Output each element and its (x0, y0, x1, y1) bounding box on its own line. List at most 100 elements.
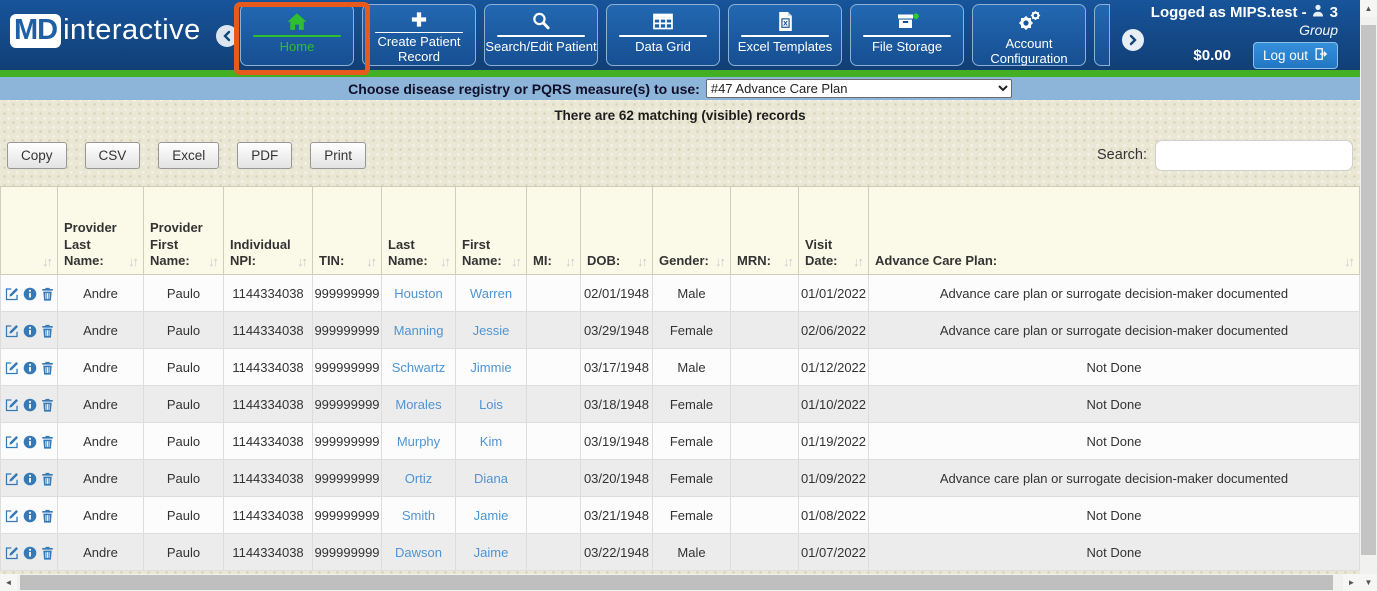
scroll-down-icon[interactable]: ▼ (1360, 574, 1377, 591)
info-icon[interactable] (23, 472, 37, 486)
sort-icon[interactable]: ↓↑ (297, 254, 308, 269)
edit-icon[interactable] (5, 287, 19, 301)
last-name-cell-link[interactable]: Dawson (395, 544, 442, 560)
print-button[interactable]: Print (310, 141, 367, 169)
horizontal-scrollbar[interactable]: ◄ ► (0, 574, 1360, 591)
first-name-cell-link[interactable]: Kim (479, 433, 503, 449)
sort-icon[interactable]: ↓↑ (637, 254, 648, 269)
edit-icon[interactable] (5, 472, 19, 486)
delete-icon[interactable] (41, 361, 54, 375)
col-header-mi[interactable]: MI: ↓↑ (526, 186, 581, 275)
nav-scroll-left-icon[interactable] (216, 25, 238, 47)
first-name-cell: Jimmie (455, 348, 527, 386)
sort-icon[interactable]: ↓↑ (853, 254, 864, 269)
first-name-cell-link[interactable]: Jessie (472, 322, 510, 338)
pdf-button[interactable]: PDF (237, 141, 293, 169)
col-header-dob[interactable]: DOB: ↓↑ (580, 186, 653, 275)
nav-item-excel-templates[interactable]: x Excel Templates (728, 4, 842, 66)
provider-first-name-cell: Paulo (143, 533, 224, 571)
col-header-provider-last-name[interactable]: Provider Last Name: ↓↑ (57, 186, 144, 275)
sort-icon[interactable]: ↓↑ (715, 254, 726, 269)
info-icon[interactable] (23, 546, 37, 560)
info-icon[interactable] (23, 361, 37, 375)
info-icon[interactable] (23, 398, 37, 412)
info-icon[interactable] (23, 509, 37, 523)
sort-icon[interactable]: ↓↑ (128, 254, 139, 269)
sort-icon[interactable]: ↓↑ (208, 254, 219, 269)
col-header-visit-date[interactable]: Visit Date: ↓↑ (798, 186, 869, 275)
vertical-scrollbar[interactable]: ▲ ▼ (1360, 0, 1377, 591)
nav-item-file-storage[interactable]: File Storage (850, 4, 964, 66)
last-name-cell-link[interactable]: Morales (395, 396, 442, 412)
last-name-cell-link[interactable]: Murphy (396, 433, 441, 449)
edit-icon[interactable] (5, 435, 19, 449)
last-name-cell-link[interactable]: Schwartz (391, 359, 446, 375)
first-name-cell-link[interactable]: Lois (479, 396, 503, 412)
scroll-right-icon[interactable]: ► (1343, 574, 1360, 591)
individual-npi-cell: 1144334038 (223, 385, 313, 423)
first-name-cell-link[interactable]: Warren (469, 285, 513, 301)
search-input[interactable] (1155, 139, 1353, 171)
last-name-cell-link[interactable]: Houston (394, 285, 443, 301)
delete-icon[interactable] (41, 509, 54, 523)
col-header-actions[interactable]: ↓↑ (0, 186, 58, 275)
col-header-advance-care-plan[interactable]: Advance Care Plan: ↓↑ (868, 186, 1360, 275)
last-name-cell-link[interactable]: Smith (401, 507, 436, 523)
first-name-cell-link[interactable]: Diana (474, 470, 508, 486)
delete-icon[interactable] (41, 398, 54, 412)
nav-item-account-configuration[interactable]: Account Configuration (972, 4, 1086, 66)
col-header-last-name[interactable]: Last Name: ↓↑ (381, 186, 456, 275)
last-name-cell-link[interactable]: Manning (393, 322, 444, 338)
brand-logo[interactable]: MD interactive (10, 14, 201, 48)
delete-icon[interactable] (41, 287, 54, 301)
nav-item-data-grid[interactable]: Data Grid (606, 4, 720, 66)
first-name-cell-link[interactable]: Jaime (473, 544, 509, 560)
delete-icon[interactable] (41, 324, 54, 338)
sort-icon[interactable]: ↓↑ (42, 254, 53, 269)
group-users-icon[interactable] (1311, 4, 1326, 21)
delete-icon[interactable] (41, 546, 54, 560)
provider-first-name-cell: Paulo (143, 311, 224, 349)
nav-item-search-edit-patient[interactable]: Search/Edit Patient (484, 4, 598, 66)
col-header-provider-first-name[interactable]: Provider First Name: ↓↑ (143, 186, 224, 275)
nav-item-create-patient-record[interactable]: Create Patient Record (362, 4, 476, 66)
sort-icon[interactable]: ↓↑ (511, 254, 522, 269)
col-header-tin[interactable]: TIN: ↓↑ (312, 186, 382, 275)
sort-icon[interactable]: ↓↑ (783, 254, 794, 269)
edit-icon[interactable] (5, 546, 19, 560)
scroll-left-icon[interactable]: ◄ (0, 574, 17, 591)
provider-last-name-cell: Andre (57, 274, 144, 312)
edit-icon[interactable] (5, 324, 19, 338)
vertical-scrollbar-thumb[interactable] (1361, 25, 1376, 555)
delete-icon[interactable] (41, 435, 54, 449)
nav-scroll-right-icon[interactable] (1122, 29, 1144, 51)
first-name-cell-link[interactable]: Jamie (473, 507, 509, 523)
edit-icon[interactable] (5, 361, 19, 375)
col-header-mrn[interactable]: MRN: ↓↑ (730, 186, 799, 275)
horizontal-scrollbar-thumb[interactable] (20, 575, 1333, 590)
mi-cell (526, 348, 581, 386)
first-name-cell-link[interactable]: Jimmie (470, 359, 512, 375)
account-balance[interactable]: $0.00 (1193, 47, 1231, 64)
delete-icon[interactable] (41, 472, 54, 486)
copy-button[interactable]: Copy (7, 141, 67, 169)
sort-icon[interactable]: ↓↑ (440, 254, 451, 269)
nav-item-home[interactable]: Home (240, 4, 354, 66)
edit-icon[interactable] (5, 509, 19, 523)
last-name-cell-link[interactable]: Ortiz (404, 470, 433, 486)
info-icon[interactable] (23, 324, 37, 338)
col-header-first-name[interactable]: First Name: ↓↑ (455, 186, 527, 275)
sort-icon[interactable]: ↓↑ (366, 254, 377, 269)
measure-select[interactable]: #47 Advance Care Plan (705, 79, 1012, 98)
col-header-individual-npi[interactable]: Individual NPI: ↓↑ (223, 186, 313, 275)
sort-icon[interactable]: ↓↑ (1344, 254, 1355, 269)
info-icon[interactable] (23, 287, 37, 301)
edit-icon[interactable] (5, 398, 19, 412)
scroll-up-icon[interactable]: ▲ (1360, 0, 1377, 17)
col-header-gender[interactable]: Gender: ↓↑ (652, 186, 731, 275)
excel-button[interactable]: Excel (158, 141, 220, 169)
logout-button[interactable]: Log out (1252, 42, 1338, 69)
csv-button[interactable]: CSV (84, 141, 141, 169)
sort-icon[interactable]: ↓↑ (565, 254, 576, 269)
info-icon[interactable] (23, 435, 37, 449)
